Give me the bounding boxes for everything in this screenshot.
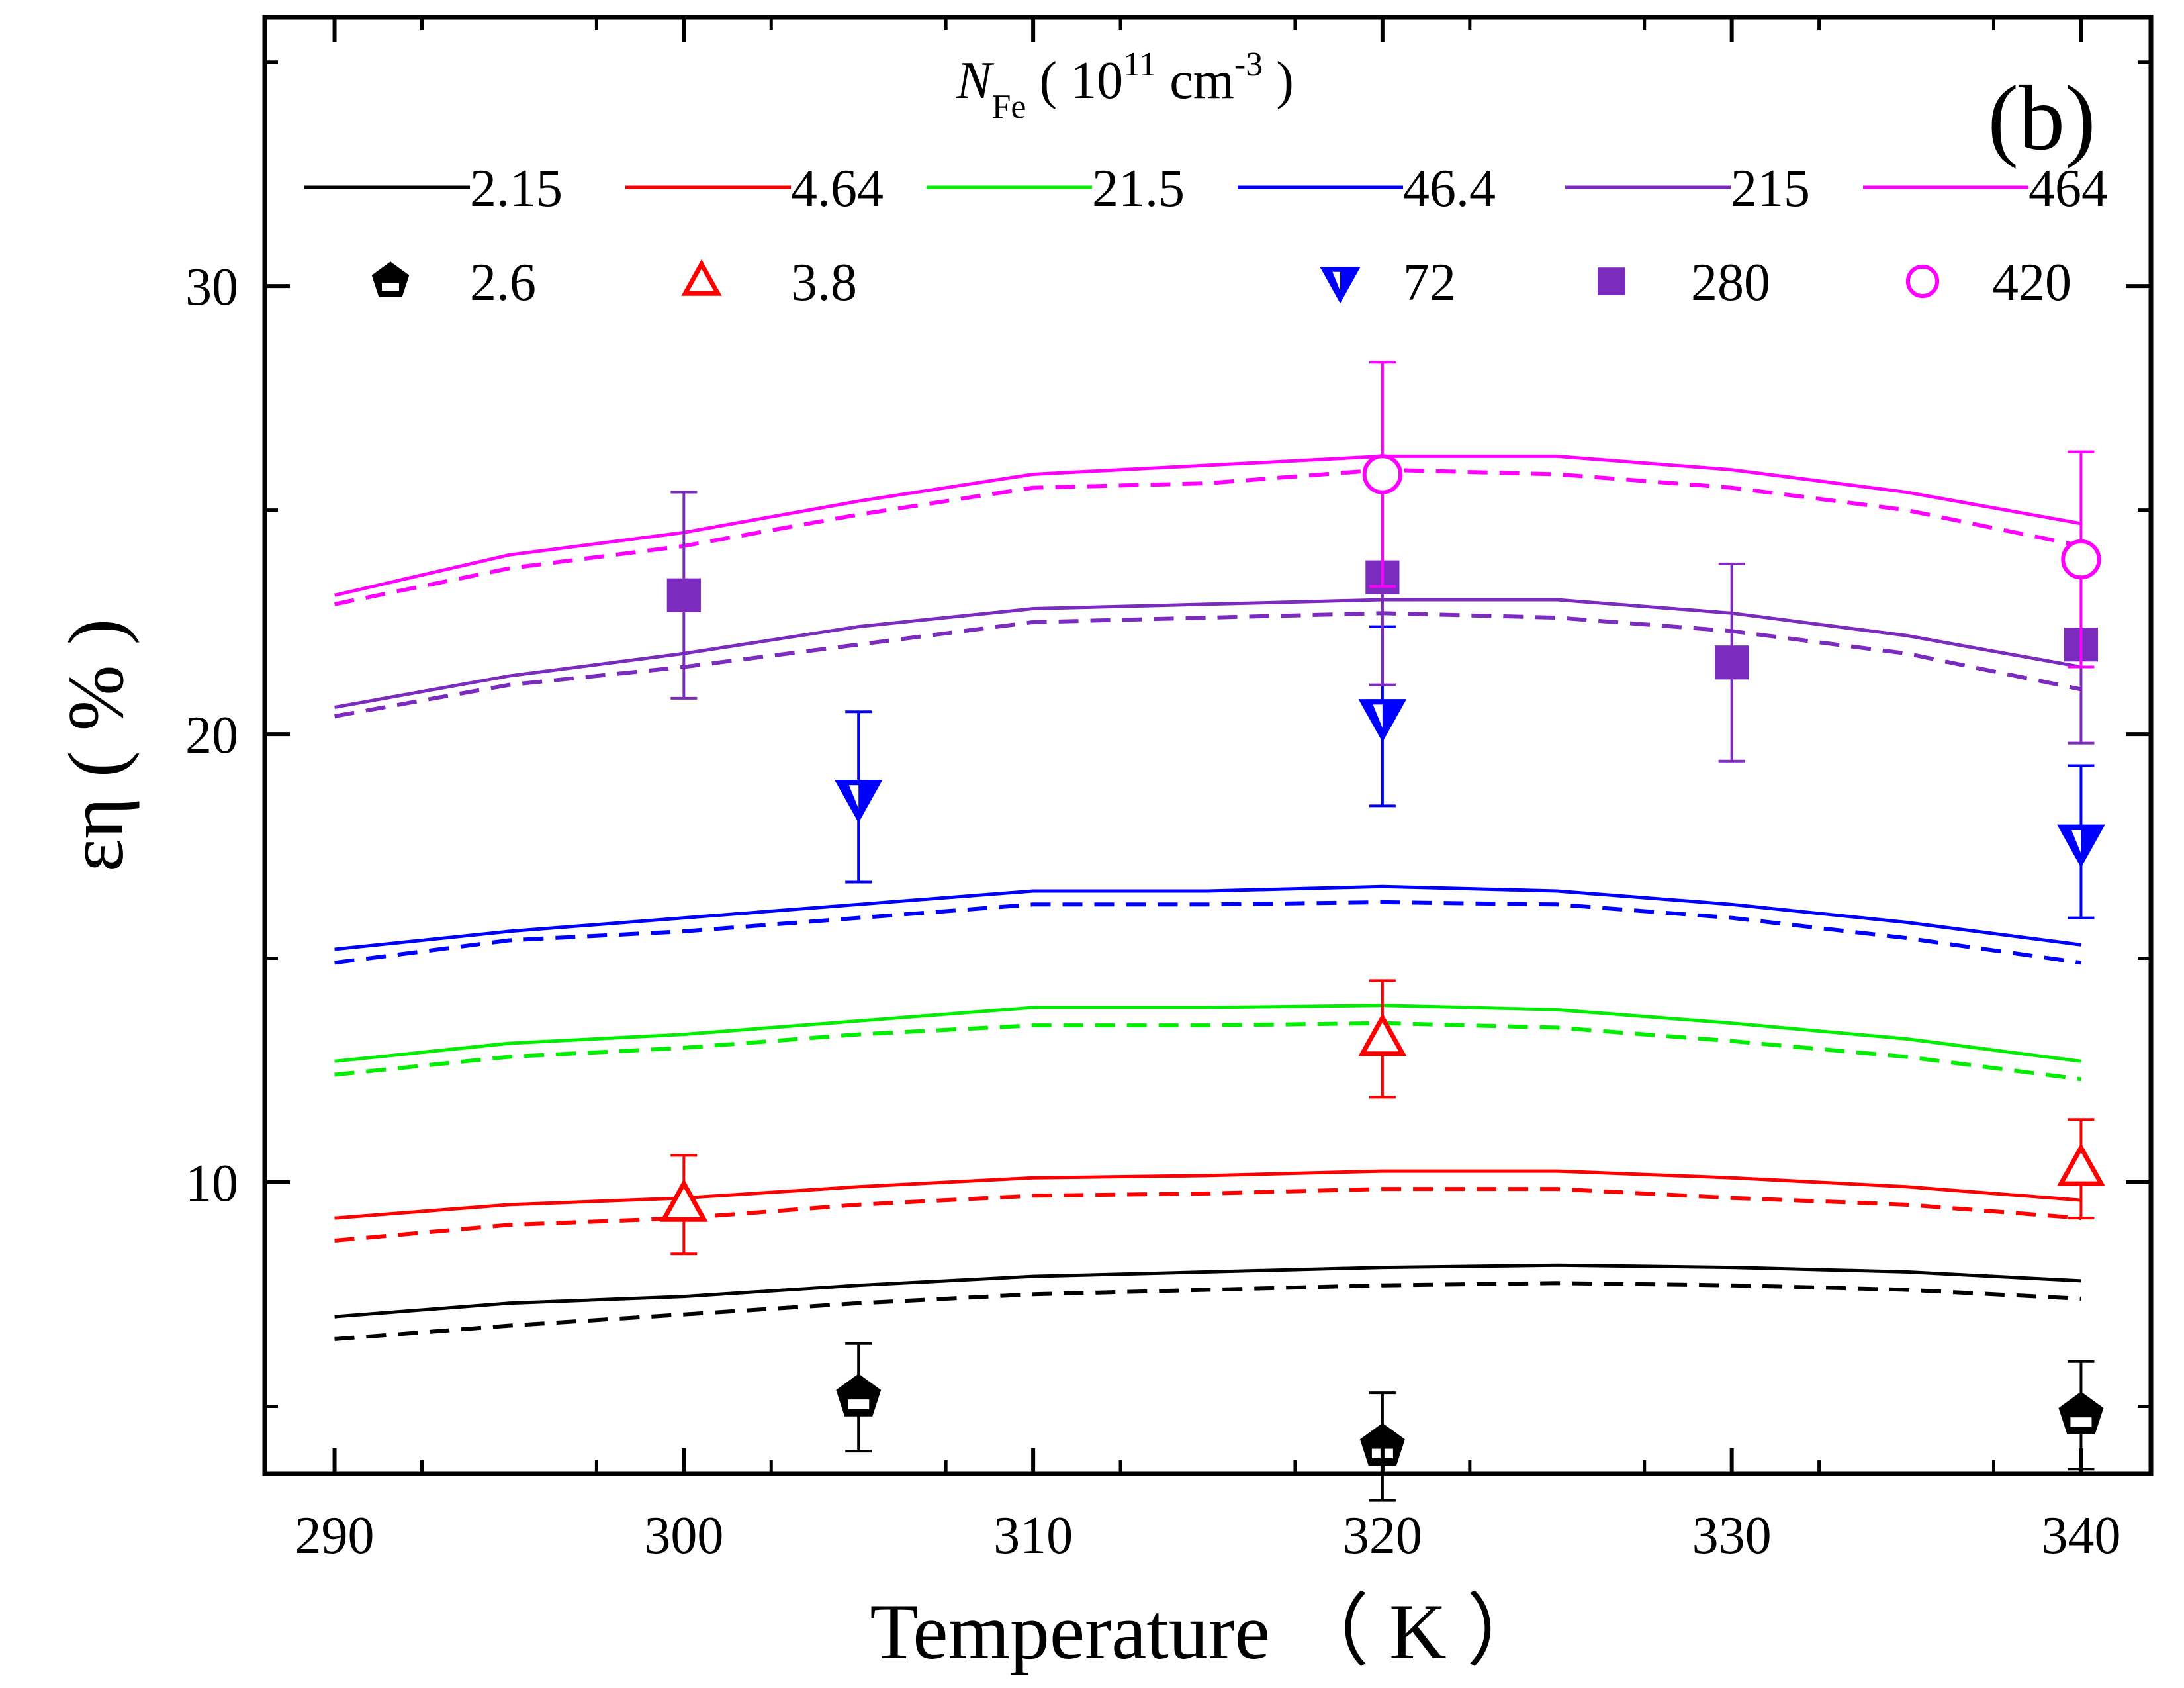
marker-triangle-up: [2057, 1143, 2105, 1186]
legend-title-close: ): [1263, 52, 1294, 110]
legend-label-280: 280: [1691, 254, 1770, 312]
legend-title-subscript: Fe: [991, 88, 1026, 126]
series-4-dashed-line: [334, 611, 2082, 718]
y-axis-title: εη ( % ): [52, 618, 140, 872]
data-point-3.8: [2057, 1143, 2105, 1186]
marker-circle: [1905, 264, 1940, 299]
legend-title-unit: cm: [1156, 52, 1234, 110]
y-tick-label: 30: [185, 258, 238, 316]
legend-marker-280: [1598, 267, 1625, 295]
marker-triangle-down-inner: [1373, 704, 1383, 728]
series-5-dashed-line: [334, 467, 2082, 606]
marker-circle: [1362, 454, 1403, 494]
series-1-solid-line: [334, 1169, 2081, 1220]
marker-pentagon-inner: [2070, 1417, 2092, 1427]
marker-triangle-up: [681, 259, 722, 296]
legend-label-2.15: 2.15: [470, 160, 563, 218]
marker-circle: [2061, 539, 2101, 580]
series-3-dashed-line: [334, 900, 2081, 965]
x-tick-label: 300: [644, 1507, 723, 1565]
x-tick-label: 290: [295, 1507, 375, 1565]
marker-square: [1598, 267, 1625, 295]
y-tick-label: 10: [185, 1154, 238, 1213]
series-0-dashed-line: [334, 1281, 2081, 1341]
legend-label-21.5: 21.5: [1092, 160, 1185, 218]
marker-pentagon-inner: [848, 1399, 870, 1409]
data-point-72: [834, 779, 883, 823]
legend-label-72: 72: [1403, 254, 1456, 312]
legend-label-2.6: 2.6: [470, 254, 536, 312]
x-tick-label: 320: [1343, 1507, 1422, 1565]
legend-title-exponent: 11: [1123, 46, 1156, 83]
data-point-2.6: [836, 1374, 882, 1417]
marker-triangle-up: [1358, 1013, 1407, 1056]
legend-marker-420: [1905, 264, 1940, 299]
series-0-solid-line: [334, 1263, 2081, 1319]
data-point-2.6: [1359, 1423, 1405, 1466]
legend-marker-2.6: [371, 261, 410, 298]
x-tick-label: 330: [1692, 1507, 1772, 1565]
legend-label-46.4: 46.4: [1403, 160, 1496, 218]
legend-label-420: 420: [1992, 254, 2071, 312]
legend-marker-72: [1320, 267, 1361, 304]
series-1-dashed-line: [334, 1187, 2081, 1243]
legend-title-unit-exponent: -3: [1234, 46, 1263, 83]
legend-title: NFe ( 1011 cm-3 ): [956, 46, 1294, 126]
x-tick-label: 310: [993, 1507, 1073, 1565]
legend-marker-3.8: [681, 259, 722, 296]
x-axis-title: Temperature （ K ）: [870, 1587, 1545, 1675]
marker-pentagon-inner: [382, 283, 399, 291]
data-point-3.8: [1358, 1013, 1407, 1056]
series-2-dashed-line: [334, 1021, 2081, 1082]
legend-label-4.64: 4.64: [791, 160, 884, 218]
data-point-420: [1362, 454, 1403, 494]
series-5-solid-line: [334, 454, 2081, 597]
marker-triangle-down-inner: [1332, 271, 1340, 291]
data-point-2.6: [2058, 1391, 2104, 1434]
marker-triangle-down-inner: [848, 785, 859, 809]
legend-label-215: 215: [1731, 160, 1810, 218]
data-point-420: [2061, 539, 2101, 580]
marker-square: [1715, 645, 1749, 680]
marker-square: [666, 578, 701, 612]
plot-area: [334, 361, 2105, 1502]
marker-triangle-down-inner: [2071, 829, 2081, 854]
legend: 2.15 4.64 21.5 46.4 215 464 2.6 3.8 72 280 420: [304, 160, 2108, 312]
data-point-280: [666, 578, 701, 612]
legend-label-3.8: 3.8: [791, 254, 857, 312]
data-point-72: [2057, 824, 2105, 868]
x-tick-label: 340: [2041, 1507, 2120, 1565]
axes: 290 300 310 320 330 340 10 20 30: [185, 17, 2151, 1565]
series-4-solid-line: [334, 598, 2081, 709]
marker-triangle-up: [659, 1178, 708, 1222]
legend-title-symbol: N: [956, 52, 995, 110]
data-point-72: [1358, 699, 1407, 743]
y-tick-label: 20: [185, 706, 238, 765]
data-point-3.8: [659, 1178, 708, 1222]
panel-label: (b): [1987, 67, 2095, 169]
plot-frame: [262, 15, 2154, 1476]
legend-label-464: 464: [2028, 160, 2108, 218]
series-3-solid-line: [334, 884, 2081, 951]
data-point-280: [1715, 645, 1749, 680]
series-2-solid-line: [334, 1004, 2081, 1063]
legend-title-open: ( 10: [1039, 52, 1123, 110]
